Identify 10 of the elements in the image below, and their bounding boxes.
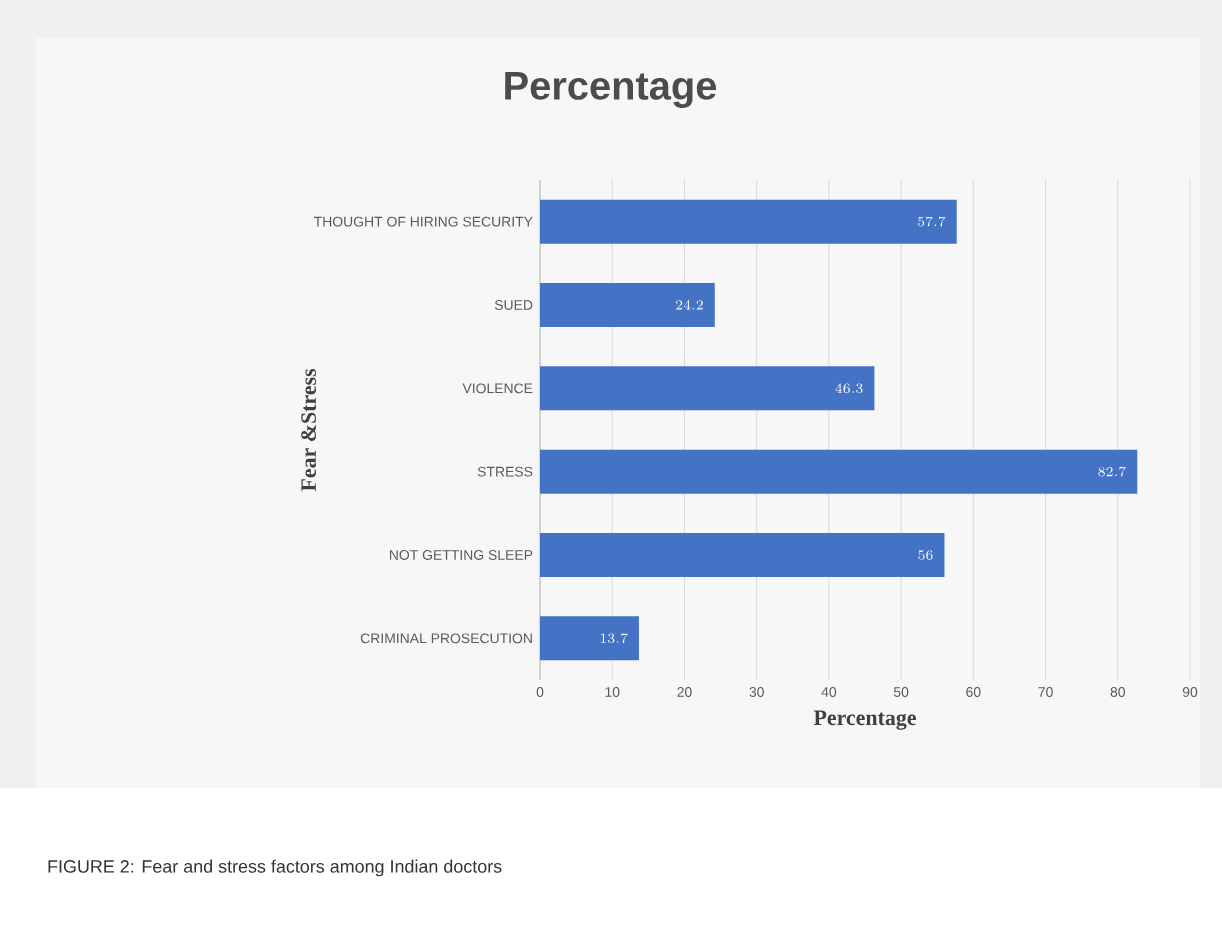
bar [540, 449, 1138, 494]
bar [540, 532, 945, 577]
x-axis-title: Percentage [813, 710, 916, 730]
caption: FIGURE 2: Fear and stress factors among Indian doctors [48, 859, 502, 877]
bar [540, 282, 715, 327]
chart-title: Percentage [505, 72, 717, 108]
y-axis-title: Fear &Stress [301, 368, 317, 492]
bar [540, 616, 639, 661]
bar [540, 366, 875, 411]
bar [540, 199, 957, 244]
